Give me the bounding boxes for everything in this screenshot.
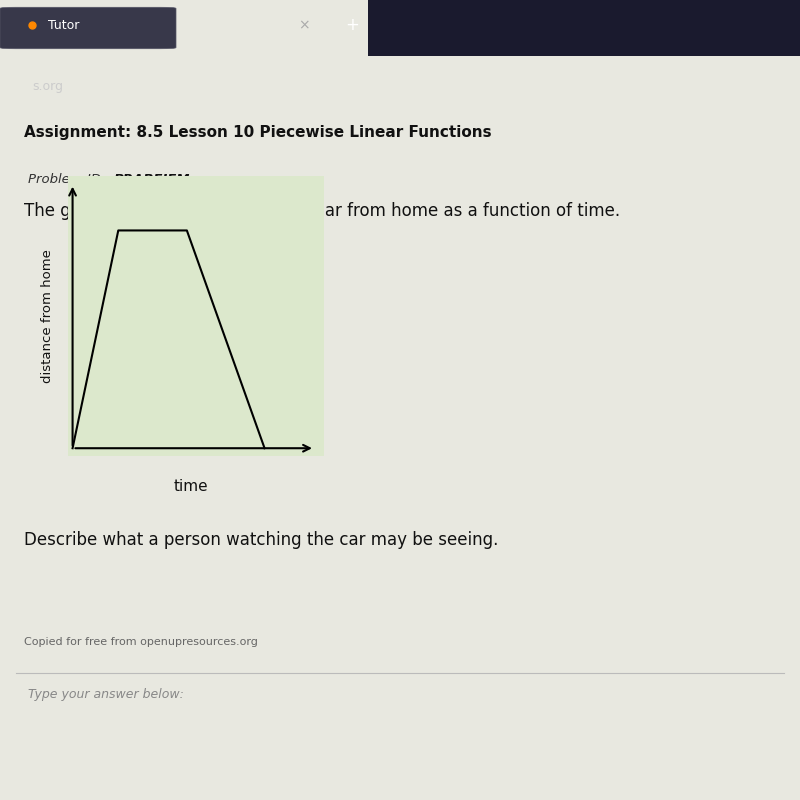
Text: Assignment: 8.5 Lesson 10 Piecewise Linear Functions: Assignment: 8.5 Lesson 10 Piecewise Line… (24, 125, 492, 139)
Text: distance from home: distance from home (41, 249, 54, 383)
FancyBboxPatch shape (0, 7, 176, 49)
Text: Describe what a person watching the car may be seeing.: Describe what a person watching the car … (24, 531, 498, 549)
Text: Problem ID:: Problem ID: (27, 173, 105, 186)
Text: PRABEJFM: PRABEJFM (114, 173, 190, 186)
FancyBboxPatch shape (368, 0, 800, 56)
Text: ×: × (298, 18, 310, 32)
Text: Copied for free from openupresources.org: Copied for free from openupresources.org (24, 638, 258, 647)
Text: time: time (174, 479, 209, 494)
Text: Type your answer below:: Type your answer below: (27, 688, 183, 701)
Text: The graph shows the distance of a car from home as a function of time.: The graph shows the distance of a car fr… (24, 202, 620, 220)
Text: Tutor: Tutor (48, 18, 79, 32)
Text: s.org: s.org (32, 80, 63, 94)
Text: +: + (345, 16, 359, 34)
